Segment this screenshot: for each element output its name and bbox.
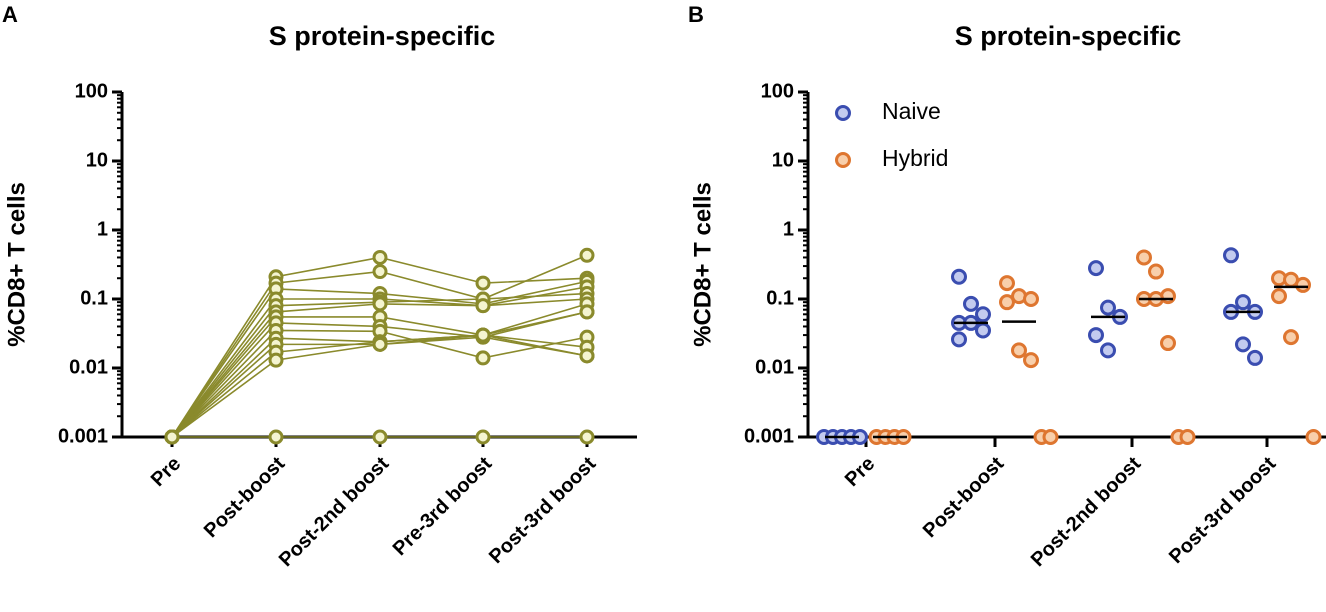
point xyxy=(999,294,1015,311)
point xyxy=(1088,327,1104,344)
y-axis-label: %CD8+ T cells xyxy=(3,182,30,347)
y-tick-label: 0.001 xyxy=(744,425,794,447)
point xyxy=(475,298,491,314)
point xyxy=(1011,342,1027,359)
point xyxy=(1235,336,1251,353)
point xyxy=(164,429,180,445)
y-tick-label: 10 xyxy=(86,149,108,171)
point xyxy=(372,429,388,445)
y-tick-label: 100 xyxy=(75,80,108,102)
panel-label: B xyxy=(688,2,704,27)
x-tick-label: Post-boost xyxy=(200,452,290,542)
x-tick-label: Post-3rd boost xyxy=(1165,452,1281,568)
point xyxy=(1160,335,1176,352)
point xyxy=(1305,429,1322,445)
point xyxy=(1100,342,1116,359)
point xyxy=(1235,294,1251,311)
x-tick-label: Pre xyxy=(841,453,879,491)
point xyxy=(579,304,595,320)
chart-title: S protein-specific xyxy=(269,21,496,51)
point xyxy=(475,275,491,291)
point xyxy=(975,322,991,339)
point xyxy=(268,429,284,445)
point xyxy=(579,429,595,445)
point xyxy=(1100,299,1116,316)
point xyxy=(1088,260,1104,277)
point xyxy=(372,336,388,352)
point xyxy=(372,264,388,280)
point xyxy=(963,295,979,312)
point xyxy=(1271,288,1287,305)
y-tick-label: 0.1 xyxy=(80,287,108,309)
y-tick-label: 0.01 xyxy=(755,356,794,378)
y-tick-label: 0.1 xyxy=(766,287,794,309)
legend-marker xyxy=(835,105,851,121)
point xyxy=(579,247,595,263)
point xyxy=(1247,349,1263,366)
panel-label: A xyxy=(2,2,18,27)
point xyxy=(1136,249,1152,266)
point xyxy=(1023,291,1039,307)
point xyxy=(1042,429,1059,445)
y-tick-label: 1 xyxy=(97,218,108,240)
x-tick-label: Post-3rd boost xyxy=(485,452,601,568)
point xyxy=(951,268,967,285)
legend-marker xyxy=(835,152,851,168)
point xyxy=(1023,352,1039,369)
point xyxy=(999,275,1015,292)
point xyxy=(951,331,967,348)
point xyxy=(372,249,388,265)
point xyxy=(1148,263,1164,280)
point xyxy=(372,296,388,312)
y-axis-label: %CD8+ T cells xyxy=(689,182,716,347)
point xyxy=(1179,429,1196,445)
point xyxy=(475,429,491,445)
x-tick-label: Post-2nd boost xyxy=(1027,452,1146,571)
point xyxy=(475,327,491,343)
y-tick-label: 10 xyxy=(772,149,794,171)
point xyxy=(475,350,491,366)
point xyxy=(579,348,595,364)
legend-label: Naive xyxy=(882,98,941,124)
legend-label: Hybrid xyxy=(882,145,948,171)
chart-title: S protein-specific xyxy=(955,21,1182,51)
point xyxy=(1295,276,1311,293)
x-tick-label: Post-2nd boost xyxy=(275,452,394,571)
x-tick-label: Pre-3rd boost xyxy=(389,452,497,560)
y-tick-label: 100 xyxy=(761,80,794,102)
y-tick-label: 0.001 xyxy=(58,425,108,447)
y-tick-label: 0.01 xyxy=(69,356,108,378)
x-tick-label: Pre xyxy=(147,453,185,491)
y-tick-label: 1 xyxy=(783,218,794,240)
point xyxy=(1223,247,1239,264)
point xyxy=(975,306,991,323)
x-tick-label: Post-boost xyxy=(919,452,1009,542)
point xyxy=(268,352,284,368)
point xyxy=(1283,329,1299,346)
